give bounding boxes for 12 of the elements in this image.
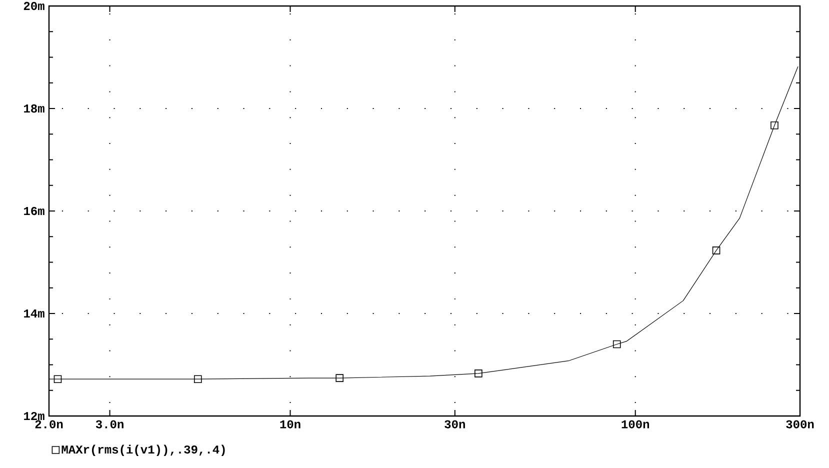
y-tick-label: 14m bbox=[24, 310, 44, 318]
y-tick-label: 18m bbox=[24, 104, 44, 113]
x-tick-label: 30n bbox=[444, 420, 465, 428]
x-tick-label: 3.0n bbox=[96, 420, 124, 428]
x-tick-label: 2.0n bbox=[35, 420, 63, 428]
y-tick-label: 20m bbox=[24, 2, 44, 10]
y-tick-label: 12m bbox=[24, 412, 44, 420]
x-tick-label: 100n bbox=[622, 420, 650, 428]
x-tick-label: 10n bbox=[280, 420, 300, 428]
legend-label: MAXr(rms(i(v1)),.39,.4) bbox=[62, 444, 225, 456]
y-tick-label: 16m bbox=[24, 206, 44, 216]
x-tick-label: 300n bbox=[786, 420, 814, 428]
